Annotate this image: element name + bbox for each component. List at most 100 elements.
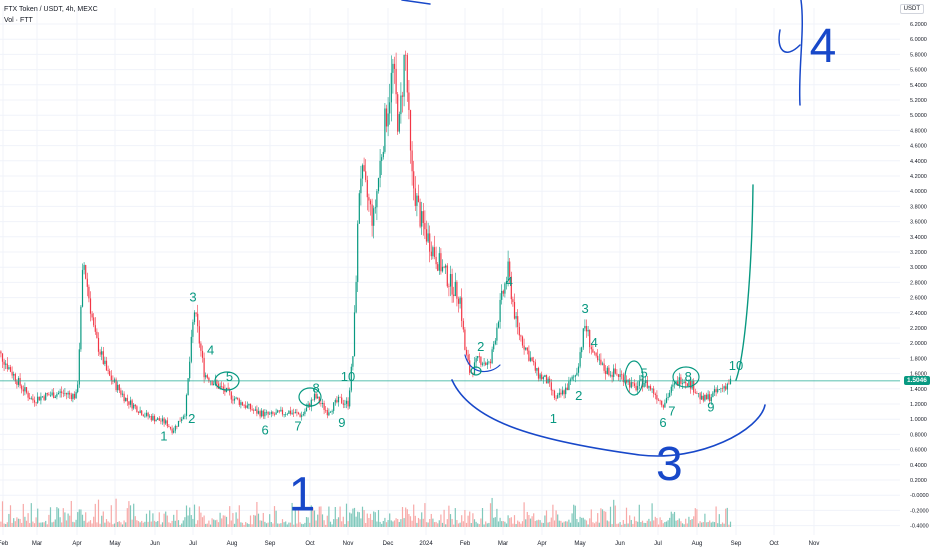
volume-bar — [565, 521, 567, 527]
candle-body — [421, 211, 423, 227]
candle-body — [272, 412, 274, 414]
volume-bar — [609, 506, 612, 527]
y-tick-label: 1.4000 — [910, 387, 927, 393]
volume-bar — [62, 508, 64, 527]
volume-bar — [384, 517, 386, 527]
wave-count-label: 1 — [160, 428, 167, 443]
x-tick-label: Jul — [654, 541, 662, 547]
candle-body — [304, 411, 306, 415]
candle-body — [21, 385, 23, 390]
candle-body — [403, 54, 405, 97]
candle-body — [581, 347, 583, 353]
volume-bar — [96, 522, 98, 527]
volume-bar — [174, 520, 176, 527]
volume-bar — [593, 523, 596, 527]
volume-bar — [557, 514, 559, 527]
volume-bar — [705, 522, 708, 527]
candle-body — [85, 265, 87, 279]
candle-body — [45, 393, 47, 400]
volume-bar — [417, 517, 420, 527]
volume-bar — [592, 522, 594, 527]
candle-body — [299, 414, 301, 417]
candle-body — [139, 410, 141, 413]
volume-bar — [483, 524, 485, 527]
volume-bar — [312, 507, 314, 527]
wave-count-label: 1 — [550, 411, 557, 426]
candle-body — [451, 274, 453, 295]
candle-body — [283, 414, 285, 415]
candle-body — [99, 351, 101, 355]
candle-body — [646, 379, 648, 388]
candle-body — [601, 363, 604, 365]
candle-body — [501, 290, 503, 300]
candle-body — [373, 208, 375, 226]
volume-bar — [499, 517, 501, 527]
candle-body — [240, 402, 242, 405]
candle-body — [483, 362, 485, 364]
volume-bar — [200, 512, 202, 527]
volume-bar — [281, 519, 284, 527]
volume-bar — [41, 522, 44, 527]
volume-bar — [259, 520, 261, 527]
volume-bar — [288, 522, 290, 527]
volume-bar — [369, 513, 372, 527]
candle-body — [368, 197, 370, 201]
candle-body — [649, 386, 652, 390]
candle-body — [22, 389, 24, 392]
candle-body — [56, 394, 58, 397]
candle-body — [504, 283, 506, 294]
candle-body — [523, 345, 525, 350]
volume-bar — [728, 524, 730, 527]
volume-bar — [459, 522, 461, 527]
volume-bar — [131, 519, 133, 527]
volume-bar — [494, 517, 496, 527]
volume-bar — [672, 513, 674, 527]
volume-bar — [401, 507, 404, 527]
volume-bar — [6, 522, 8, 527]
candle-body — [315, 393, 317, 399]
volume-bar — [249, 515, 252, 527]
currency-unit-badge[interactable]: USDT — [899, 4, 924, 14]
candle-body — [24, 387, 26, 392]
candle-body — [651, 388, 653, 390]
candle-body — [245, 405, 247, 408]
candle-body — [232, 399, 234, 401]
volume-bar — [581, 517, 583, 527]
volume-bar — [208, 520, 210, 527]
volume-bar — [712, 521, 714, 527]
volume-bar — [664, 521, 666, 527]
candle-body — [165, 420, 167, 424]
candle-body — [446, 265, 448, 287]
volume-bar — [219, 512, 221, 527]
volume-bar — [323, 520, 325, 527]
candle-body — [70, 394, 72, 400]
volume-indicator-label[interactable]: Vol · FTT — [4, 17, 33, 24]
volume-bar — [525, 519, 527, 527]
candle-body — [109, 371, 111, 376]
volume-bar — [296, 523, 298, 527]
candle-body — [326, 410, 328, 416]
candle-body — [656, 395, 658, 400]
volume-bar — [646, 520, 648, 527]
volume-bar — [545, 510, 548, 527]
volume-bar — [110, 505, 112, 527]
volume-bar — [272, 523, 274, 527]
candle-body — [38, 396, 40, 401]
volume-bar — [0, 521, 2, 527]
volume-bar — [477, 523, 479, 527]
volume-bar — [621, 524, 623, 527]
highlight-circle-drawing — [298, 387, 322, 407]
symbol-label[interactable]: FTX Token / USDT, 4h, MEXC — [4, 6, 98, 13]
volume-bar — [541, 522, 543, 527]
volume-bar — [552, 504, 554, 527]
highlight-circle-drawing — [672, 366, 700, 388]
candle-body — [406, 55, 408, 93]
candle-body — [369, 200, 372, 205]
volume-bar — [411, 520, 413, 527]
x-tick-label: Mar — [32, 541, 42, 547]
candle-body — [141, 410, 143, 416]
candle-body — [400, 95, 402, 115]
volume-bar — [717, 523, 719, 527]
candle-body — [246, 405, 248, 408]
volume-bar — [678, 518, 680, 527]
